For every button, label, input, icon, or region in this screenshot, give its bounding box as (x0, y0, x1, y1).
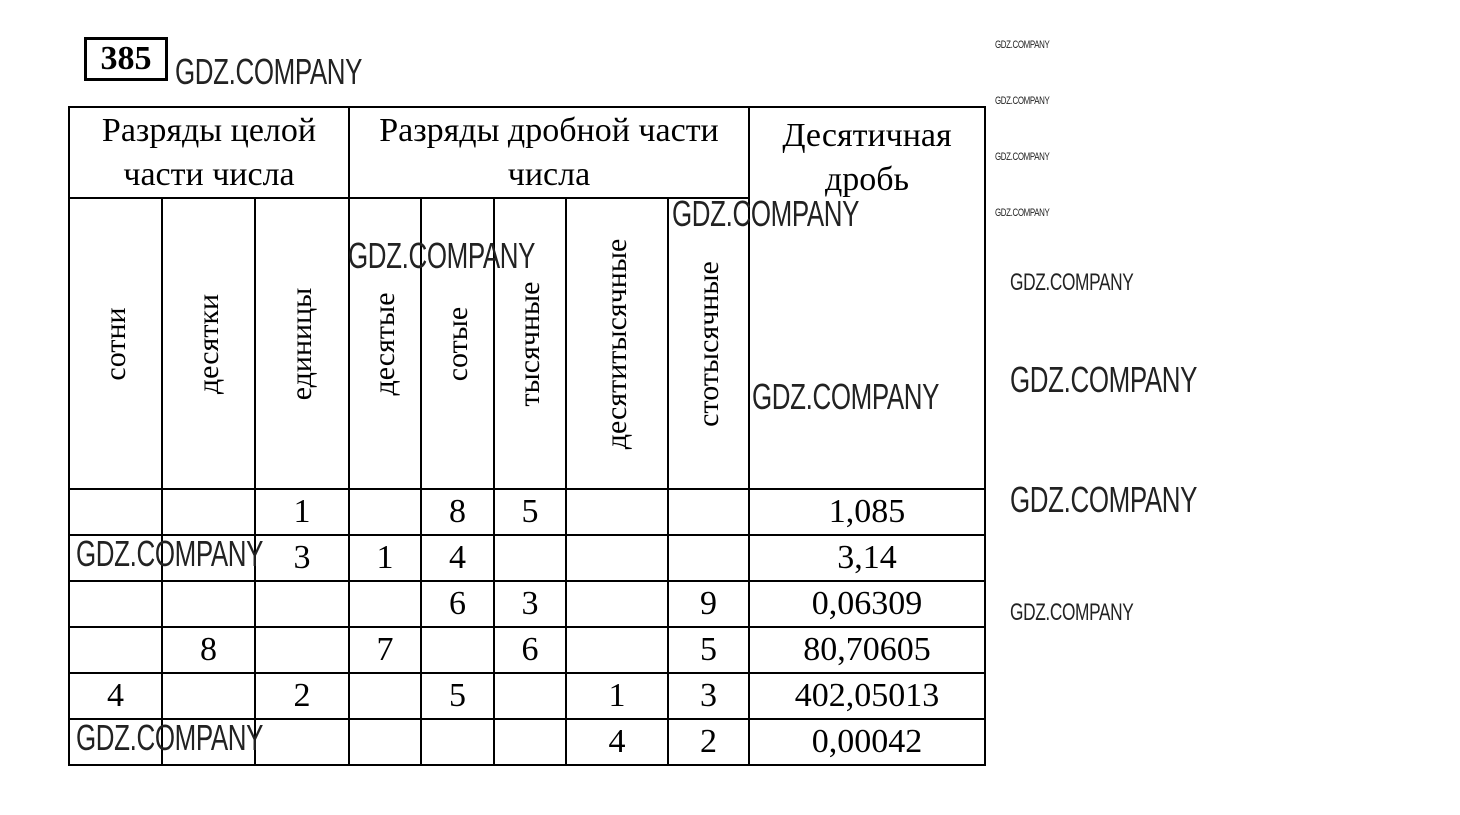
watermark: GDZ.COMPANY (995, 39, 1050, 51)
digit-cell (254, 580, 350, 628)
table-row: 1 8 5 1,085 (68, 488, 986, 536)
column-header: десятитысячные (565, 197, 669, 490)
digit-cell (68, 488, 163, 536)
table-row: 3 1 4 3,14 (68, 534, 986, 582)
digit-cell: 1 (348, 534, 422, 582)
digit-cell: 9 (667, 580, 750, 628)
watermark: GDZ.COMPANY (995, 95, 1050, 107)
digit-place-table: Разряды целой части числа Разряды дробно… (68, 106, 986, 766)
header-fraction-places: Разряды дробной части числа (348, 106, 750, 199)
digit-cell (161, 580, 256, 628)
digit-cell (420, 626, 495, 674)
decimal-value: 1,085 (748, 488, 986, 536)
column-header: сотые (420, 197, 495, 490)
digit-cell: 3 (254, 534, 350, 582)
column-header-label: десятки (191, 293, 225, 394)
watermark: GDZ.COMPANY (1010, 599, 1134, 626)
decimal-value: 0,00042 (748, 718, 986, 766)
digit-cell: 1 (565, 672, 669, 720)
column-header: стотысячные (667, 197, 750, 490)
digit-cell (565, 534, 669, 582)
decimal-value: 3,14 (748, 534, 986, 582)
column-header-label: стотысячные (691, 260, 725, 427)
watermark: GDZ.COMPANY (175, 51, 363, 92)
digit-cell: 2 (254, 672, 350, 720)
column-header-label: сотые (440, 306, 474, 381)
table-row: 4 2 5 1 3 402,05013 (68, 672, 986, 720)
watermark: GDZ.COMPANY (76, 717, 264, 758)
digit-cell: 4 (420, 534, 495, 582)
column-header-label: десятые (368, 291, 401, 396)
digit-cell (254, 718, 350, 766)
digit-cell: 5 (493, 488, 567, 536)
digit-cell: 4 (565, 718, 669, 766)
digit-cell (161, 488, 256, 536)
digit-cell (420, 718, 495, 766)
column-header-label: десятитысячные (600, 238, 633, 449)
watermark: GDZ.COMPANY (752, 376, 940, 417)
digit-cell: 4 (68, 672, 163, 720)
digit-cell: 6 (493, 626, 567, 674)
digit-cell (68, 718, 163, 766)
column-header: тысячные (493, 197, 567, 490)
digit-cell (254, 626, 350, 674)
digit-cell: 7 (348, 626, 422, 674)
digit-cell: 8 (161, 626, 256, 674)
watermark: GDZ.COMPANY (76, 533, 264, 574)
exercise-number: 385 (84, 37, 168, 81)
digit-cell (565, 580, 669, 628)
table-row: 4 2 0,00042 (68, 718, 986, 766)
decimal-value: 402,05013 (748, 672, 986, 720)
digit-cell: 8 (420, 488, 495, 536)
column-header-label: единицы (285, 287, 318, 400)
digit-cell (68, 534, 163, 582)
digit-cell: 3 (493, 580, 567, 628)
digit-cell: 2 (667, 718, 750, 766)
digit-cell (493, 534, 567, 582)
digit-cell (68, 626, 163, 674)
column-header-label: тысячные (513, 281, 546, 406)
digit-cell (493, 672, 567, 720)
digit-cell (161, 718, 256, 766)
watermark: GDZ.COMPANY (672, 193, 860, 234)
decimal-value: 80,70605 (748, 626, 986, 674)
digit-cell (667, 488, 750, 536)
table-row: 8 7 6 5 80,70605 (68, 626, 986, 674)
digit-cell (68, 580, 163, 628)
digit-cell: 5 (667, 626, 750, 674)
digit-cell: 5 (420, 672, 495, 720)
digit-cell (565, 488, 669, 536)
header-decimal: Десятичная дробь (748, 106, 986, 490)
watermark: GDZ.COMPANY (995, 151, 1050, 163)
digit-cell: 1 (254, 488, 350, 536)
watermark: GDZ.COMPANY (995, 207, 1050, 219)
column-header: десятки (161, 197, 256, 490)
digit-cell (667, 534, 750, 582)
digit-cell (348, 488, 422, 536)
digit-cell (161, 534, 256, 582)
digit-cell (161, 672, 256, 720)
watermark: GDZ.COMPANY (348, 235, 536, 276)
header-integer-places: Разряды целой части числа (68, 106, 350, 199)
digit-cell (348, 580, 422, 628)
table-row: 6 3 9 0,06309 (68, 580, 986, 628)
digit-cell (348, 672, 422, 720)
digit-cell: 3 (667, 672, 750, 720)
column-header: единицы (254, 197, 350, 490)
watermark: GDZ.COMPANY (1010, 479, 1198, 520)
digit-cell (348, 718, 422, 766)
digit-cell (493, 718, 567, 766)
digit-cell: 6 (420, 580, 495, 628)
column-header: десятые (348, 197, 422, 490)
digit-cell (565, 626, 669, 674)
watermark: GDZ.COMPANY (1010, 359, 1198, 400)
column-header-label: сотни (98, 306, 132, 381)
watermark: GDZ.COMPANY (1010, 269, 1134, 296)
column-header: сотни (68, 197, 163, 490)
decimal-value: 0,06309 (748, 580, 986, 628)
